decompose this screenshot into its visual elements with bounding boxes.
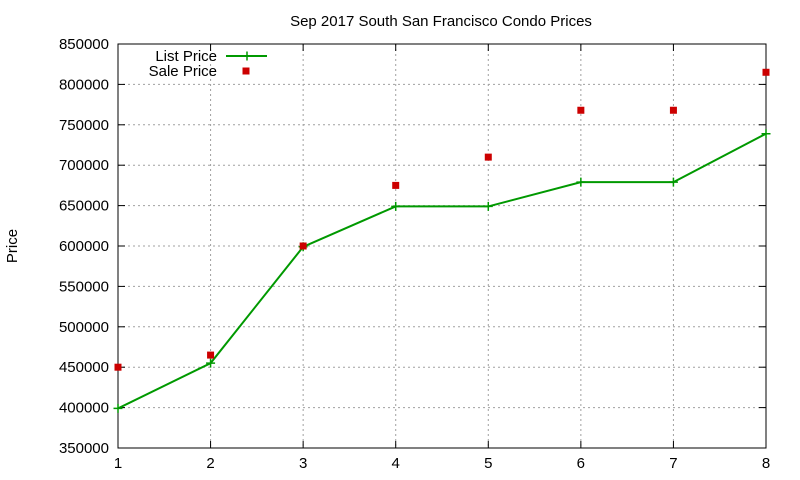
y-tick-label: 850000 bbox=[59, 36, 109, 53]
legend: List Price Sale Price bbox=[149, 48, 267, 80]
y-tick-label: 700000 bbox=[59, 157, 109, 174]
list-price-point bbox=[206, 358, 216, 368]
y-tick-label: 650000 bbox=[59, 198, 109, 215]
chart-title: Sep 2017 South San Francisco Condo Price… bbox=[290, 13, 592, 30]
x-tick-label: 3 bbox=[299, 455, 307, 472]
sale-price-point bbox=[392, 181, 400, 189]
x-tick-label: 8 bbox=[762, 455, 770, 472]
list-price-point bbox=[576, 177, 586, 187]
x-tick-label: 6 bbox=[577, 455, 585, 472]
y-tick-label: 500000 bbox=[59, 319, 109, 336]
y-tick-label: 350000 bbox=[59, 440, 109, 457]
y-axis-label: Price bbox=[4, 229, 21, 263]
y-tick-label: 450000 bbox=[59, 359, 109, 376]
x-tick-label: 2 bbox=[206, 455, 214, 472]
sale-price-point bbox=[484, 153, 492, 161]
x-tick-label: 7 bbox=[669, 455, 677, 472]
sale-price-point bbox=[207, 351, 215, 359]
series bbox=[113, 68, 771, 413]
y-tick-label: 400000 bbox=[59, 400, 109, 417]
sale-price-point bbox=[762, 68, 770, 76]
x-tick-label: 1 bbox=[114, 455, 122, 472]
sale-price-point bbox=[669, 106, 677, 114]
list-price-point bbox=[668, 177, 678, 187]
x-tick-label: 4 bbox=[392, 455, 400, 472]
y-tick-label: 600000 bbox=[59, 238, 109, 255]
list-price-line bbox=[117, 132, 767, 410]
sale-price-point bbox=[299, 242, 307, 250]
axis-ticks: 350000 400000 450000 500000 550000 600000 6500… bbox=[59, 36, 770, 472]
y-tick-label: 550000 bbox=[59, 278, 109, 295]
legend-marker-list-price bbox=[242, 51, 252, 61]
list-price-point bbox=[483, 201, 493, 211]
legend-marker-sale-price bbox=[242, 67, 250, 75]
list-price-point bbox=[761, 129, 771, 139]
sale-price-point bbox=[577, 106, 585, 114]
grid bbox=[118, 44, 766, 448]
y-tick-label: 800000 bbox=[59, 76, 109, 93]
list-price-point bbox=[391, 201, 401, 211]
list-price-point bbox=[113, 403, 123, 413]
legend-label-list-price: List Price bbox=[155, 48, 217, 65]
sale-price-point bbox=[114, 363, 122, 371]
y-tick-label: 750000 bbox=[59, 117, 109, 134]
x-tick-label: 5 bbox=[484, 455, 492, 472]
legend-label-sale-price: Sale Price bbox=[149, 63, 217, 80]
